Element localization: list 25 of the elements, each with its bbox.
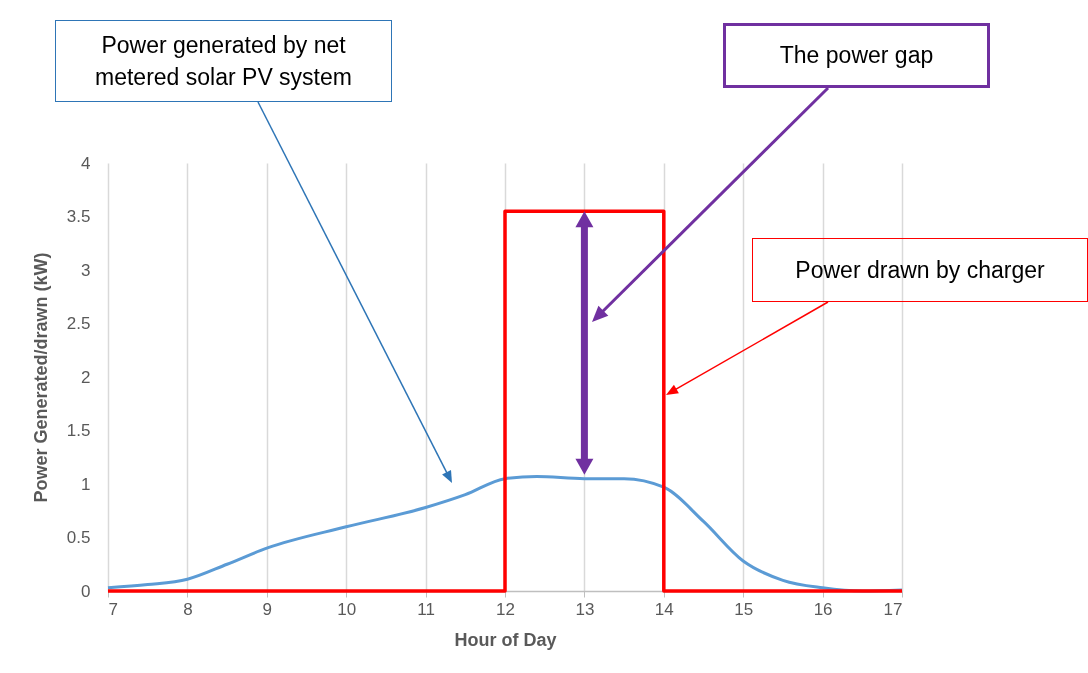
- x-tick-label: 11: [417, 599, 435, 619]
- y-tick-label: 2: [81, 367, 91, 387]
- x-tick-label: 8: [183, 599, 193, 619]
- y-axis-title: Power Generated/drawn (kW): [30, 252, 51, 503]
- x-tick-label: 13: [575, 599, 595, 619]
- y-tick-label: 4: [81, 153, 91, 173]
- x-tick-label: 10: [337, 599, 357, 619]
- x-tick-label: 17: [883, 599, 903, 619]
- text: Power generated by net metered solar PV system: [55, 20, 392, 102]
- annotation: Power drawn by charger: [752, 238, 1088, 302]
- y-tick-label: 2.5: [66, 314, 91, 333]
- y-tick-label: 1: [81, 474, 91, 494]
- y-tick-label: 1.5: [66, 421, 91, 440]
- x-tick-label: 7: [108, 599, 118, 619]
- x-tick-label: 15: [734, 599, 754, 619]
- y-tick-label: 3: [81, 260, 91, 280]
- x-tick-label: 12: [496, 599, 515, 619]
- x-tick-label: 14: [654, 599, 674, 619]
- y-tick-label: 0.5: [66, 528, 91, 547]
- text: The power gap: [723, 23, 990, 88]
- y-tick-label: 0: [81, 581, 91, 601]
- x-axis-title: Hour of Day: [454, 629, 557, 650]
- x-tick-label: 16: [813, 599, 833, 619]
- x-tick-label: 9: [262, 599, 273, 619]
- y-tick-label: 3.5: [66, 207, 91, 226]
